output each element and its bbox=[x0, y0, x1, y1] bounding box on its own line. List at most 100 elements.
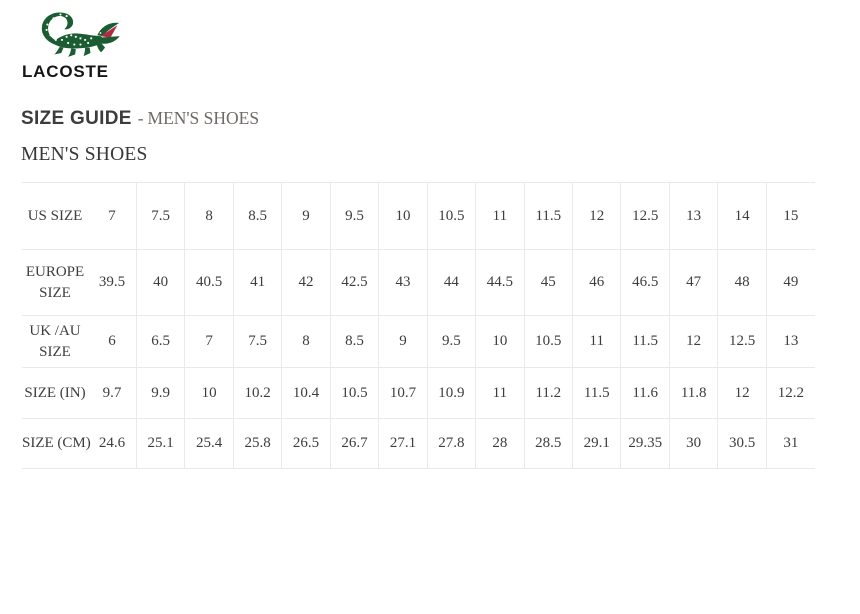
size-cell: 29.1 bbox=[572, 418, 621, 469]
crocodile-tail bbox=[41, 12, 74, 46]
size-cell: 11.5 bbox=[620, 315, 670, 368]
size-cell: 11 bbox=[475, 367, 525, 419]
table-row: UK /AU SIZE 6 6.5 7 7.5 8 8.5 9 9.5 10 10.5 11 11.5 12… bbox=[22, 315, 815, 368]
crocodile-logo-icon bbox=[41, 12, 120, 57]
size-cell: 39.5 bbox=[98, 274, 126, 290]
crocodile-spots bbox=[45, 13, 102, 46]
size-cell: 40 bbox=[135, 249, 185, 316]
size-cell: 12.5 bbox=[620, 182, 670, 250]
size-cell: 11 bbox=[475, 182, 525, 250]
size-cell: 9.5 bbox=[426, 315, 476, 368]
crocodile-mouth bbox=[100, 25, 118, 38]
size-cell: 9.7 bbox=[102, 384, 122, 401]
size-cell: 28 bbox=[475, 418, 525, 469]
size-cell: 7 bbox=[184, 315, 234, 368]
size-cell: 27.8 bbox=[426, 418, 476, 469]
crocodile-body bbox=[52, 33, 105, 49]
page-title-main: SIZE GUIDE bbox=[21, 108, 132, 129]
size-cell: 31 bbox=[765, 418, 815, 469]
size-cell: 9 bbox=[378, 315, 428, 368]
size-cell: 10 bbox=[378, 182, 428, 250]
page-title: SIZE GUIDE - MEN'S SHOES bbox=[21, 106, 259, 131]
size-cell: 12 bbox=[717, 367, 767, 419]
size-cell: 7 bbox=[108, 207, 116, 224]
size-cell: 11 bbox=[572, 315, 621, 368]
size-cell: 41 bbox=[232, 249, 282, 316]
size-cell: 15 bbox=[765, 182, 815, 250]
size-cell: 11.8 bbox=[668, 367, 718, 419]
size-cell: 8.5 bbox=[232, 182, 282, 250]
size-guide-table: US SIZE 7 7.5 8 8.5 9 9.5 10 10.5 11 11.5 12 12.5 13 1… bbox=[22, 182, 815, 469]
brand-wordmark: LACOSTE bbox=[22, 62, 109, 81]
size-cell: 48 bbox=[717, 249, 767, 316]
size-cell: 12 bbox=[572, 182, 621, 250]
size-cell: 44 bbox=[426, 249, 476, 316]
crocodile-upper-jaw bbox=[97, 22, 119, 37]
size-cell: 10.9 bbox=[426, 367, 476, 419]
section-title: MEN'S SHOES bbox=[21, 144, 148, 165]
size-cell: 40.5 bbox=[184, 249, 234, 316]
size-cell: 7.5 bbox=[232, 315, 282, 368]
size-cell: 11.6 bbox=[620, 367, 670, 419]
size-cell: 26.7 bbox=[329, 418, 379, 469]
table-row: US SIZE 7 7.5 8 8.5 9 9.5 10 10.5 11 11.5 12 12.5 13 1… bbox=[22, 182, 815, 250]
table-row: EUROPE SIZE 39.5 40 40.5 41 42 42.5 43 44 44.5 45 46… bbox=[22, 249, 815, 316]
size-cell: 46 bbox=[572, 249, 621, 316]
size-cell: 44.5 bbox=[475, 249, 525, 316]
size-cell: 10.7 bbox=[378, 367, 428, 419]
row-label: SIZE (CM) bbox=[22, 435, 91, 451]
size-cell: 10 bbox=[475, 315, 525, 368]
size-cell: 49 bbox=[765, 249, 815, 316]
size-cell: 11.5 bbox=[572, 367, 621, 419]
size-cell: 12 bbox=[668, 315, 718, 368]
size-cell: 8 bbox=[184, 182, 234, 250]
size-cell: 10.2 bbox=[232, 367, 282, 419]
size-cell: 13 bbox=[765, 315, 815, 368]
size-cell: 45 bbox=[523, 249, 573, 316]
page-title-separator: - bbox=[137, 108, 144, 128]
lacoste-logo: LACOSTE bbox=[22, 6, 132, 82]
size-cell: 10.4 bbox=[281, 367, 331, 419]
table-row: SIZE (IN) 9.7 9.9 10 10.2 10.4 10.5 10.7 10.9 11 1… bbox=[22, 367, 815, 419]
size-cell: 6 bbox=[108, 333, 116, 349]
page-title-category: MEN'S SHOES bbox=[147, 108, 260, 128]
size-cell: 42 bbox=[281, 249, 331, 316]
size-cell: 24.6 bbox=[98, 435, 126, 451]
table-row: SIZE (CM) 24.6 25.1 25.4 25.8 26.5 26.7 27.1 27.… bbox=[22, 418, 815, 469]
size-cell: 7.5 bbox=[135, 182, 185, 250]
size-cell: 30 bbox=[668, 418, 718, 469]
size-cell: 14 bbox=[717, 182, 767, 250]
size-cell: 10.5 bbox=[329, 367, 379, 419]
size-cell: 47 bbox=[668, 249, 718, 316]
row-label: UK /AU SIZE bbox=[29, 322, 81, 360]
size-cell: 43 bbox=[378, 249, 428, 316]
size-cell: 8 bbox=[281, 315, 331, 368]
size-cell: 9 bbox=[281, 182, 331, 250]
size-cell: 8.5 bbox=[329, 315, 379, 368]
size-cell: 10 bbox=[184, 367, 234, 419]
size-cell: 12.2 bbox=[765, 367, 815, 419]
row-label: US SIZE bbox=[27, 207, 83, 224]
size-cell: 9.9 bbox=[135, 367, 185, 419]
row-label: EUROPE SIZE bbox=[25, 263, 85, 301]
crocodile-eye bbox=[99, 32, 102, 34]
size-cell: 26.5 bbox=[281, 418, 331, 469]
size-cell: 13 bbox=[668, 182, 718, 250]
size-table-body: US SIZE 7 7.5 8 8.5 9 9.5 10 10.5 11 11.5 12 12.5 13 1… bbox=[22, 182, 815, 469]
crocodile-lower-jaw bbox=[99, 36, 120, 44]
row-label: SIZE (IN) bbox=[24, 384, 86, 401]
size-cell: 11.5 bbox=[523, 182, 573, 250]
size-cell: 30.5 bbox=[717, 418, 767, 469]
size-cell: 25.1 bbox=[135, 418, 185, 469]
size-cell: 10.5 bbox=[426, 182, 476, 250]
crocodile-legs bbox=[54, 43, 106, 57]
size-cell: 46.5 bbox=[620, 249, 670, 316]
size-cell: 28.5 bbox=[523, 418, 573, 469]
size-cell: 25.8 bbox=[232, 418, 282, 469]
size-cell: 27.1 bbox=[378, 418, 428, 469]
size-cell: 10.5 bbox=[523, 315, 573, 368]
size-cell: 25.4 bbox=[184, 418, 234, 469]
size-cell: 12.5 bbox=[717, 315, 767, 368]
size-cell: 29.35 bbox=[620, 418, 670, 469]
size-cell: 42.5 bbox=[329, 249, 379, 316]
